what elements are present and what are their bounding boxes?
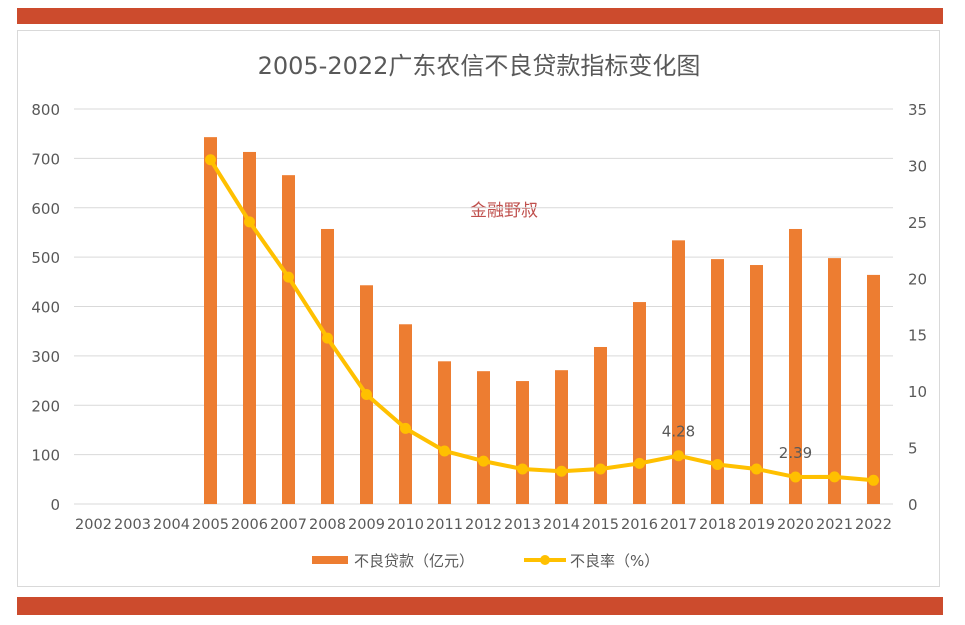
rate-point: [244, 216, 255, 228]
chart-card: [17, 30, 940, 587]
rate-point: [634, 457, 645, 469]
y-right-tick-label: 25: [908, 214, 927, 232]
bottom-band: [17, 597, 943, 615]
y-left-tick-label: 0: [50, 496, 60, 514]
bar: [555, 370, 568, 504]
bar: [282, 175, 295, 504]
bar: [477, 371, 490, 504]
x-tick-label: 2017: [660, 517, 697, 533]
legend-line-marker: [540, 555, 550, 565]
y-left-tick-label: 800: [31, 101, 60, 119]
legend-bar-label: 不良贷款（亿元）: [354, 552, 474, 570]
x-tick-label: 2011: [426, 517, 463, 533]
bar: [321, 228, 334, 504]
rate-point: [205, 154, 216, 166]
y-left-tick-label: 700: [31, 150, 60, 168]
y-left-tick-label: 600: [31, 200, 60, 218]
x-tick-label: 2004: [153, 517, 190, 533]
rate-point: [478, 455, 489, 467]
rate-point: [673, 450, 684, 462]
rate-point: [439, 445, 450, 457]
bar: [750, 265, 763, 504]
rate-point: [283, 271, 294, 283]
bar: [594, 346, 607, 504]
rate-line: [208, 158, 874, 483]
bar: [438, 361, 451, 504]
y-right-tick-label: 30: [908, 157, 927, 175]
bar: [243, 151, 256, 505]
x-tick-label: 2020: [777, 517, 814, 533]
legend: 不良贷款（亿元） 不良率（%）: [312, 552, 659, 570]
legend-line-label: 不良率（%）: [570, 552, 659, 570]
x-tick-label: 2016: [621, 517, 658, 533]
bar: [399, 324, 412, 504]
x-tick-label: 2018: [699, 517, 736, 533]
y-left-tick-label: 500: [31, 249, 60, 267]
rate-point: [829, 471, 840, 483]
rate-point: [790, 471, 801, 483]
x-tick-label: 2009: [348, 517, 385, 533]
top-band: [17, 8, 943, 24]
bar: [789, 228, 802, 504]
y-right-tick-label: 10: [908, 383, 927, 401]
x-tick-label: 2002: [75, 517, 112, 533]
x-tick-label: 2012: [465, 517, 502, 533]
legend-bar-swatch: [312, 556, 348, 564]
x-tick-label: 2010: [387, 517, 424, 533]
x-tick-label: 2006: [231, 517, 268, 533]
x-tick-label: 2008: [309, 517, 346, 533]
x-tick-label: 2005: [192, 517, 229, 533]
x-tick-label: 2003: [114, 517, 151, 533]
bar: [204, 137, 217, 505]
x-tick-label: 2007: [270, 517, 307, 533]
x-tick-label: 2013: [504, 517, 541, 533]
bar: [711, 259, 724, 504]
y-right-tick-label: 15: [908, 327, 927, 345]
data-label: 2.39: [779, 444, 812, 462]
rate-point: [556, 465, 567, 477]
rate-point: [868, 474, 879, 486]
bar: [672, 240, 685, 504]
x-tick-label: 2022: [855, 517, 892, 533]
chart-title: 2005-2022广东农信不良贷款指标变化图: [258, 52, 701, 80]
x-tick-label: 2019: [738, 517, 775, 533]
rate-point: [361, 389, 372, 401]
watermark: 金融野叔: [470, 201, 538, 221]
data-label: 4.28: [662, 423, 695, 441]
y-left-tick-label: 300: [31, 348, 60, 366]
rate-point: [751, 463, 762, 475]
y-right-tick-label: 5: [908, 440, 918, 458]
y-right-tick-label: 20: [908, 270, 927, 288]
x-tick-label: 2015: [582, 517, 619, 533]
y-left-tick-label: 200: [31, 397, 60, 415]
y-left-tick-label: 400: [31, 299, 60, 317]
y-right-tick-label: 35: [908, 101, 927, 119]
bar: [516, 381, 529, 504]
bar: [828, 258, 841, 504]
rate-point: [400, 422, 411, 434]
x-tick-label: 2021: [816, 517, 853, 533]
rate-point: [322, 332, 333, 344]
y-left-tick-label: 100: [31, 447, 60, 465]
rate-point: [712, 459, 723, 470]
rate-point: [517, 463, 528, 475]
bar: [633, 302, 646, 504]
x-tick-label: 2014: [543, 517, 580, 533]
y-right-tick-label: 0: [908, 496, 918, 514]
bar: [867, 274, 880, 504]
rate-point: [595, 463, 606, 475]
